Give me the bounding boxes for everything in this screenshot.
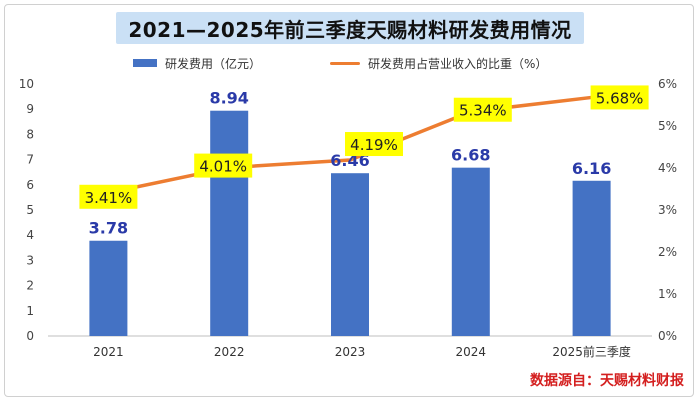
legend-swatch-line (330, 61, 360, 65)
line-data-label: 5.68% (596, 89, 644, 107)
legend-label-line: 研发费用占营业收入的比重（%） (368, 56, 548, 71)
bar-data-label: 6.68 (451, 146, 490, 165)
legend-item-line: 研发费用占营业收入的比重（%） (330, 54, 547, 72)
line-data-label: 4.19% (350, 136, 398, 154)
line-label-box (453, 97, 512, 122)
x-tick-label: 2025前三季度 (552, 344, 631, 359)
y-right-tick-label: 1% (658, 287, 677, 301)
bar-data-label: 6.16 (572, 159, 611, 178)
legend-swatch-bar (133, 59, 157, 67)
legend-label-bar: 研发费用（亿元） (165, 56, 262, 71)
chart-legend: 研发费用（亿元） 研发费用占营业收入的比重（%） (0, 54, 700, 72)
line-data-label: 5.34% (459, 102, 507, 120)
y-right-tick-label: 3% (658, 203, 677, 217)
bar (210, 110, 249, 336)
source-note: 数据源自：天赐材料财报 (530, 373, 684, 389)
line-label-box (79, 184, 138, 209)
y-left-tick-label: 2 (26, 279, 34, 293)
line-label-box (590, 85, 649, 110)
y-left-tick-label: 8 (26, 127, 34, 141)
y-left-tick-label: 7 (26, 153, 34, 167)
bar (572, 180, 611, 336)
y-left-tick-label: 0 (26, 329, 34, 343)
x-tick-label: 2022 (214, 345, 245, 359)
y-left-tick-label: 6 (26, 178, 34, 192)
y-right-tick-label: 4% (658, 161, 677, 175)
line-label-box (194, 153, 253, 178)
line-data-label: 4.01% (199, 158, 247, 176)
y-left-tick-label: 4 (26, 228, 34, 242)
title-highlight (116, 12, 584, 44)
y-left-tick-label: 1 (26, 304, 34, 318)
y-left-tick-label: 5 (26, 203, 34, 217)
y-right-tick-label: 5% (658, 119, 677, 133)
bar (451, 167, 490, 336)
bar-data-label: 8.94 (209, 89, 248, 108)
x-tick-label: 2024 (456, 345, 487, 359)
y-right-tick-label: 2% (658, 245, 677, 259)
bar (331, 173, 369, 336)
y-left-tick-label: 3 (26, 253, 34, 267)
chart-title: 2021—2025年前三季度天赐材料研发费用情况 (128, 18, 572, 42)
y-left-tick-label: 9 (26, 102, 34, 116)
line-label-box (345, 132, 403, 157)
y-left-tick-label: 10 (19, 77, 34, 91)
legend-item-bar: 研发费用（亿元） (133, 54, 261, 72)
bar (89, 240, 128, 336)
x-tick-label: 2023 (335, 345, 366, 359)
line-data-label: 3.41% (85, 189, 133, 207)
bar-data-label: 3.78 (89, 219, 128, 238)
x-tick-label: 2021 (93, 345, 124, 359)
y-right-tick-label: 6% (658, 77, 677, 91)
y-right-tick-label: 0% (658, 329, 677, 343)
